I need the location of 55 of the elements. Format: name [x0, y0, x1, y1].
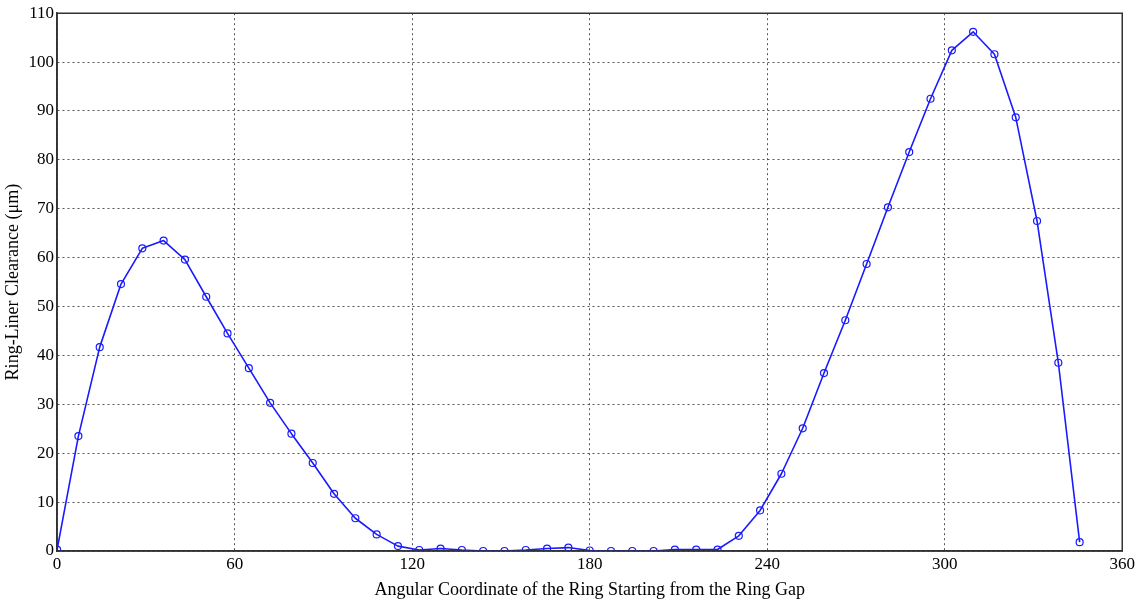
point [372, 530, 381, 539]
point [159, 236, 168, 245]
point [862, 259, 871, 269]
point [883, 203, 893, 212]
point [74, 432, 83, 441]
point [329, 489, 339, 498]
point [542, 544, 552, 551]
y-tick-label: 10 [37, 491, 55, 511]
y-tick-label: 80 [37, 149, 55, 169]
point [947, 46, 956, 55]
x-tick-label: 240 [754, 553, 780, 573]
y-tick-label: 20 [37, 442, 55, 462]
y-tick-label: 100 [28, 51, 55, 71]
y-tick-label: 0 [45, 540, 55, 560]
y-tick-label: 30 [37, 393, 55, 413]
point [1075, 538, 1084, 547]
point [287, 429, 296, 438]
point [138, 244, 147, 253]
point [1032, 216, 1042, 226]
x-axis-title: Angular Coordinate of the Ring Starting from the Ring Gap [374, 578, 805, 599]
x-tick-label: 180 [576, 553, 603, 573]
point [819, 368, 829, 378]
point [95, 343, 104, 352]
x-tick-label: 60 [226, 553, 244, 573]
point [969, 27, 978, 36]
point [436, 544, 445, 551]
y-tick-label: 70 [37, 198, 55, 218]
y-axis-title: Ring-Liner Clearance (μm) [1, 183, 23, 381]
point [308, 458, 317, 468]
y-tick-label: 110 [29, 2, 55, 22]
point [1054, 358, 1063, 367]
point [1011, 113, 1020, 122]
point [756, 506, 765, 515]
point [926, 94, 935, 103]
x-tick-label: 300 [931, 553, 958, 573]
point [266, 398, 275, 407]
point [244, 364, 253, 373]
point [223, 329, 232, 338]
y-tick-label: 90 [37, 100, 55, 120]
x-tick-label: 120 [399, 553, 425, 573]
point [734, 531, 743, 540]
point [841, 316, 850, 325]
point [202, 292, 211, 301]
x-tick-label: 360 [1109, 553, 1135, 573]
y-tick-label: 40 [37, 344, 55, 364]
point [393, 542, 403, 551]
point [990, 50, 999, 59]
point [777, 469, 786, 478]
point [351, 514, 360, 523]
point [180, 255, 190, 264]
y-tick-label: 50 [37, 296, 55, 316]
point [116, 279, 126, 289]
point [905, 147, 914, 157]
y-tick-label: 60 [37, 247, 55, 267]
point [798, 424, 807, 433]
